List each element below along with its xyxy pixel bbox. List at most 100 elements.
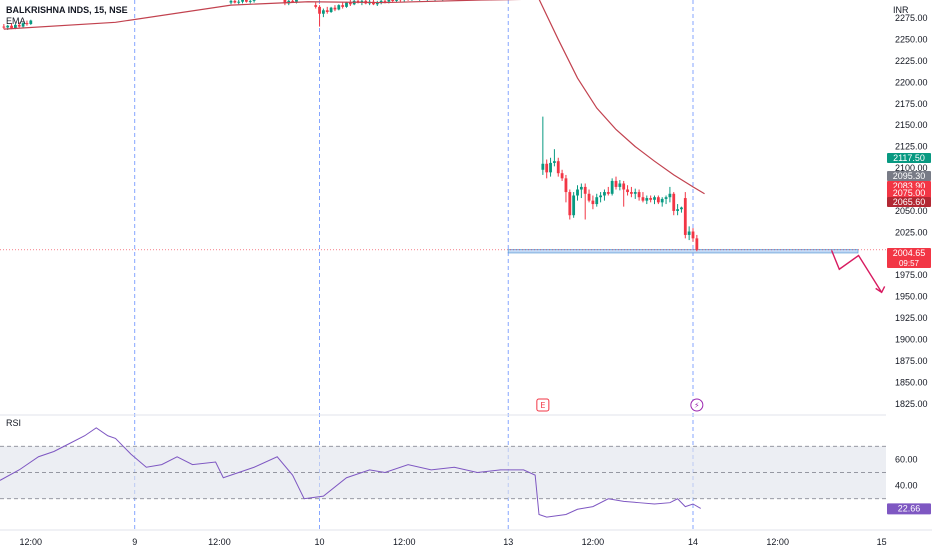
- candle[interactable]: [337, 5, 341, 10]
- candle[interactable]: [325, 10, 329, 13]
- candle[interactable]: [603, 192, 606, 196]
- candle[interactable]: [660, 198, 664, 203]
- price-badge[interactable]: [887, 197, 931, 207]
- candle[interactable]: [668, 193, 672, 198]
- price-tick-label: 2225.00: [895, 56, 928, 66]
- candle[interactable]: [587, 193, 591, 201]
- time-axis[interactable]: 12:00 9 12:00 10 12:00 13 12:00 14 12:00 15: [0, 529, 932, 547]
- candle[interactable]: [626, 189, 629, 193]
- event-markers[interactable]: E ⚡: [536, 398, 704, 412]
- candle[interactable]: [252, 0, 256, 1]
- candle[interactable]: [25, 23, 29, 25]
- candle[interactable]: [649, 198, 653, 200]
- candle[interactable]: [545, 163, 549, 173]
- symbol-title[interactable]: BALKRISHNA INDS, 15, NSE: [6, 5, 128, 15]
- price-tick-label: 1950.00: [895, 292, 928, 302]
- candle[interactable]: [391, 0, 395, 1]
- candle[interactable]: [641, 197, 645, 201]
- rsi-legend[interactable]: RSI: [6, 418, 22, 428]
- candle[interactable]: [637, 192, 641, 198]
- event-marker[interactable]: [690, 398, 704, 412]
- candle[interactable]: [383, 0, 387, 2]
- candle[interactable]: [291, 0, 294, 2]
- candle[interactable]: [322, 10, 325, 14]
- candle[interactable]: [618, 183, 622, 187]
- candle[interactable]: [610, 180, 614, 194]
- candle[interactable]: [360, 0, 364, 3]
- ema-polyline: [3, 0, 705, 195]
- price-axis[interactable]: 2275.00 2250.00 2225.00 2200.00 2175.00 2150.…: [886, 0, 932, 550]
- price-badge[interactable]: [887, 188, 931, 198]
- candle[interactable]: [229, 0, 233, 3]
- candlestick-series[interactable]: [2, 0, 699, 252]
- price-badge[interactable]: [887, 153, 931, 163]
- candle[interactable]: [375, 2, 379, 5]
- candle[interactable]: [29, 20, 33, 25]
- ema-legend[interactable]: EMA: [6, 16, 26, 26]
- candle[interactable]: [333, 7, 337, 10]
- candle[interactable]: [241, 0, 244, 2]
- price-axis-bg: [886, 0, 932, 550]
- candle[interactable]: [329, 7, 333, 13]
- candle[interactable]: [630, 192, 633, 194]
- earnings-marker[interactable]: [536, 398, 550, 412]
- candle[interactable]: [6, 25, 10, 28]
- candle[interactable]: [664, 197, 668, 199]
- candle[interactable]: [579, 186, 583, 190]
- candle[interactable]: [576, 189, 579, 196]
- candle[interactable]: [560, 173, 564, 179]
- candle[interactable]: [564, 178, 568, 193]
- candle[interactable]: [568, 192, 572, 216]
- candle[interactable]: [683, 198, 687, 235]
- candle[interactable]: [314, 5, 318, 7]
- candle[interactable]: [680, 207, 683, 210]
- candle[interactable]: [379, 0, 383, 3]
- candle[interactable]: [572, 195, 576, 216]
- candle[interactable]: [295, 0, 298, 2]
- candle[interactable]: [387, 0, 391, 2]
- candle[interactable]: [541, 163, 545, 170]
- candle[interactable]: [10, 25, 13, 29]
- rsi-badge[interactable]: [887, 503, 931, 515]
- candle[interactable]: [614, 180, 618, 187]
- candle[interactable]: [676, 209, 679, 211]
- candle[interactable]: [17, 24, 21, 27]
- candle[interactable]: [691, 231, 695, 239]
- candle[interactable]: [645, 198, 649, 201]
- candle[interactable]: [606, 192, 610, 194]
- candle[interactable]: [245, 0, 248, 2]
- candle[interactable]: [583, 186, 587, 194]
- candle[interactable]: [672, 193, 676, 211]
- candle[interactable]: [595, 197, 599, 205]
- candle[interactable]: [549, 162, 552, 173]
- candle[interactable]: [395, 0, 398, 1]
- candle[interactable]: [348, 2, 352, 5]
- candle[interactable]: [687, 231, 691, 235]
- candle[interactable]: [283, 0, 287, 4]
- candle[interactable]: [556, 161, 560, 174]
- candle[interactable]: [599, 195, 602, 198]
- candle[interactable]: [341, 5, 345, 7]
- price-tick-label: 1875.00: [895, 356, 928, 366]
- candle[interactable]: [553, 161, 556, 163]
- price-badge[interactable]: [887, 171, 931, 181]
- candle[interactable]: [591, 200, 595, 205]
- candle[interactable]: [633, 192, 637, 194]
- price-tick-label: 1925.00: [895, 313, 928, 323]
- candle[interactable]: [21, 23, 25, 27]
- candle[interactable]: [233, 0, 237, 3]
- candle[interactable]: [248, 0, 252, 2]
- price-tick-label: 2150.00: [895, 120, 928, 130]
- candle[interactable]: [656, 197, 660, 203]
- price-tick-label: 1975.00: [895, 270, 928, 280]
- candle[interactable]: [695, 238, 699, 250]
- candle[interactable]: [653, 197, 656, 200]
- candle[interactable]: [345, 2, 348, 7]
- candle[interactable]: [2, 26, 6, 28]
- price-badge[interactable]: [887, 248, 931, 268]
- candle[interactable]: [237, 1, 241, 3]
- candle[interactable]: [14, 24, 17, 29]
- candle[interactable]: [318, 6, 321, 14]
- candle[interactable]: [622, 183, 626, 190]
